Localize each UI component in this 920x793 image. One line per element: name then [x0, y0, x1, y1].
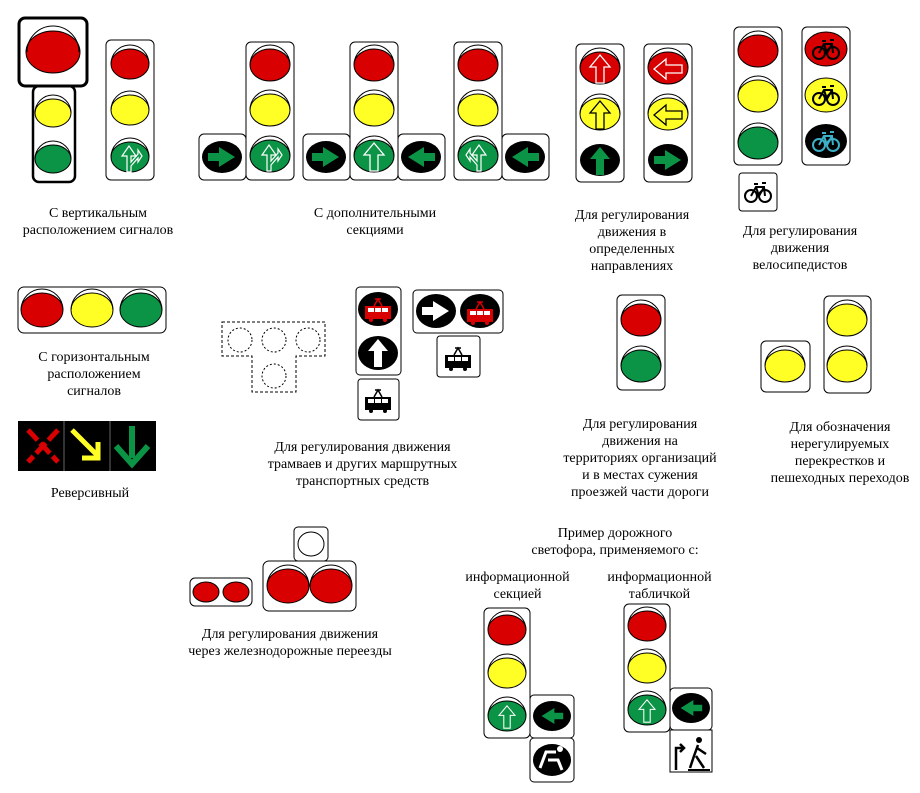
- caption-info-section: информационной секцией: [465, 570, 570, 602]
- caption-trams: Для регулирования движения трамваев и др…: [267, 440, 458, 489]
- railway-lights: [189, 526, 357, 612]
- caption-railway: Для регулирования движения через железно…: [188, 627, 392, 659]
- caption-cyclists: Для регулирования движения велосипедисто…: [742, 224, 858, 273]
- caption-horizontal: С горизонтальным расположением сигналов: [38, 350, 150, 399]
- territory-lights: [616, 294, 666, 391]
- vertical-lights: [17, 16, 155, 184]
- unregulated-lights: [760, 295, 872, 394]
- caption-territories: Для регулирования движения на территория…: [563, 417, 717, 500]
- reversible-light: [18, 421, 156, 471]
- caption-directions: Для регулирования движения в определенны…: [574, 208, 690, 274]
- caption-additional: С дополнительными секциями: [313, 206, 437, 238]
- caption-info-plate: информационной табличкой: [607, 570, 712, 602]
- caption-unregulated: Для обозначения нерегулируемых перекрест…: [770, 420, 910, 486]
- cyclist-lights: [733, 26, 851, 212]
- example-info-plate-light: [623, 603, 713, 773]
- direction-lights: [575, 43, 693, 183]
- example-info-section-light: [483, 607, 575, 783]
- caption-vertical: С вертикальным расположением сигналов: [22, 206, 174, 238]
- tram-lights: [221, 286, 504, 421]
- additional-sections-lights: [198, 41, 550, 181]
- horizontal-lights: [17, 286, 167, 334]
- caption-reversible: Реверсивный: [50, 486, 130, 501]
- caption-example: Пример дорожного светофора, применяемого…: [531, 526, 699, 558]
